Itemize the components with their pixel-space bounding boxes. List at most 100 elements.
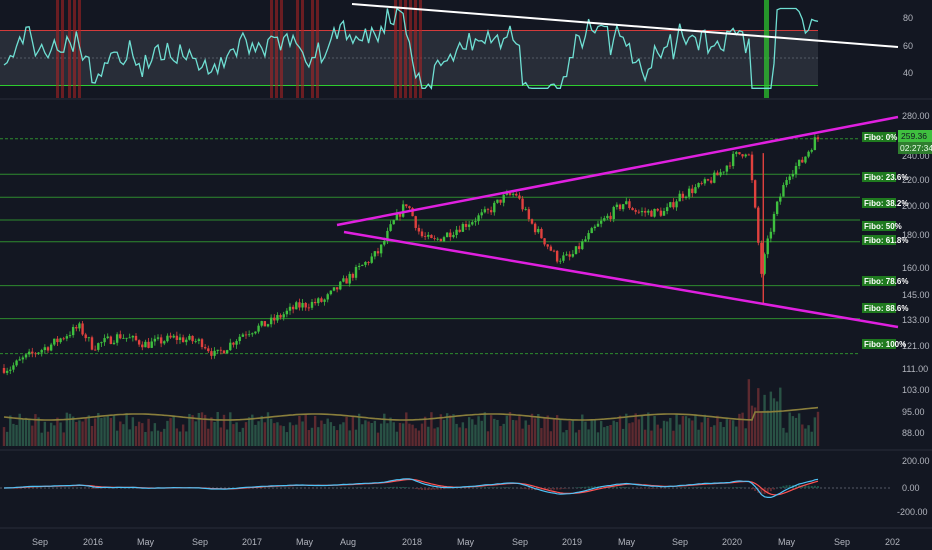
volume-bar [254, 424, 257, 446]
macd-histogram-bar [405, 487, 408, 488]
volume-bar [496, 419, 499, 446]
candle-body [266, 324, 270, 327]
fibo-label-5: Fibo: 78.6% [862, 276, 908, 286]
candle-body [93, 349, 97, 351]
candle-body [288, 306, 292, 311]
candle-body [56, 338, 59, 343]
volume-bar [78, 420, 81, 446]
macd-histogram-bar [395, 486, 398, 488]
volume-bar [68, 413, 72, 446]
candle-body [741, 154, 744, 157]
candle-body [119, 334, 122, 339]
fibo-label-6: Fibo: 88.6% [862, 303, 908, 313]
candle-body [78, 323, 81, 329]
macd-axis-label: -200.00 [897, 507, 928, 517]
candle-body [263, 321, 267, 327]
macd-histogram-bar [813, 485, 816, 488]
macd-histogram-bar [402, 486, 405, 488]
macd-histogram-bar [584, 486, 587, 488]
macd-histogram-bar [779, 486, 782, 488]
volume-bar [389, 417, 392, 446]
macd-line [3, 478, 819, 498]
macd-histogram-bar [556, 488, 559, 490]
volume-bar [577, 429, 581, 446]
volume-bar [260, 415, 263, 446]
rsi-overbought-highlight [301, 0, 304, 98]
volume-bar [65, 412, 69, 446]
volume-bar [200, 412, 204, 446]
macd-histogram-bar [795, 484, 797, 488]
volume-bar [156, 430, 160, 446]
candle-body [141, 344, 144, 348]
volume-bar [640, 415, 644, 446]
macd-histogram-bar [549, 488, 552, 490]
volume-bar [757, 388, 760, 446]
candle-body [357, 265, 361, 267]
candle-body [273, 317, 276, 321]
macd-histogram-bar [703, 487, 706, 488]
volume-bar [241, 427, 245, 446]
macd-histogram-bar [562, 488, 565, 489]
candle-body [285, 310, 289, 315]
candle-body [631, 208, 634, 211]
macd-histogram-bar [487, 487, 489, 488]
candle-body [628, 201, 631, 209]
volume-bar [452, 414, 455, 446]
macd-axis-label: 0.00 [902, 483, 920, 493]
volume-bar [571, 420, 575, 446]
candle-body [24, 354, 28, 358]
candle-body [62, 338, 65, 340]
candle-body [15, 360, 18, 366]
volume-bar [706, 417, 710, 446]
volume-bar [467, 417, 471, 446]
macd-histogram-bar [553, 488, 555, 490]
volume-bar [807, 425, 810, 446]
candle-body [678, 193, 681, 202]
volume-bar [103, 417, 106, 446]
volume-bar [383, 413, 386, 446]
candle-body [791, 173, 795, 177]
candle-body [782, 185, 785, 197]
volume-bar [119, 421, 122, 446]
volume-bar [153, 423, 157, 446]
volume-bar [477, 416, 480, 446]
macd-histogram-bar [94, 488, 97, 489]
price-panel[interactable]: 280.00 240.00 220.00 200.00 180.00 160.0… [0, 111, 932, 446]
candle-body [175, 335, 179, 340]
candle-body [483, 209, 487, 213]
candle-body [577, 246, 581, 250]
rsi-panel[interactable]: 80 60 40 [0, 0, 913, 98]
volume-bar [345, 416, 348, 446]
volume-bar [612, 420, 615, 446]
macd-histogram-bar [540, 488, 543, 491]
volume-bar [669, 417, 672, 446]
time-axis-label: Aug [340, 537, 356, 547]
candle-body [596, 223, 600, 227]
macd-histogram-bar [493, 487, 496, 488]
volume-bar [584, 421, 587, 446]
macd-histogram-bar [427, 488, 430, 490]
candle-body [5, 370, 9, 373]
volume-bar [713, 425, 716, 446]
volume-bar [304, 414, 307, 446]
candle-body [210, 351, 213, 356]
volume-bar [298, 416, 301, 446]
volume-bar [2, 427, 6, 446]
candle-body [232, 342, 235, 345]
volume-bar [555, 415, 559, 446]
volume-bar [703, 414, 707, 446]
candle-body [433, 237, 436, 239]
candle-body [191, 335, 194, 342]
candle-body [131, 335, 135, 338]
candle-body [225, 350, 229, 354]
macd-panel[interactable]: 200.00 0.00 -200.00 [0, 456, 930, 517]
volume-bar [310, 427, 314, 446]
volume-bar [445, 413, 449, 446]
volume-bar [486, 431, 490, 446]
macd-histogram-bar [439, 488, 442, 490]
price-axis-label: 145.00 [902, 290, 930, 300]
macd-histogram-bar [766, 488, 769, 493]
volume-bar [647, 412, 650, 446]
volume-bar [694, 414, 697, 446]
